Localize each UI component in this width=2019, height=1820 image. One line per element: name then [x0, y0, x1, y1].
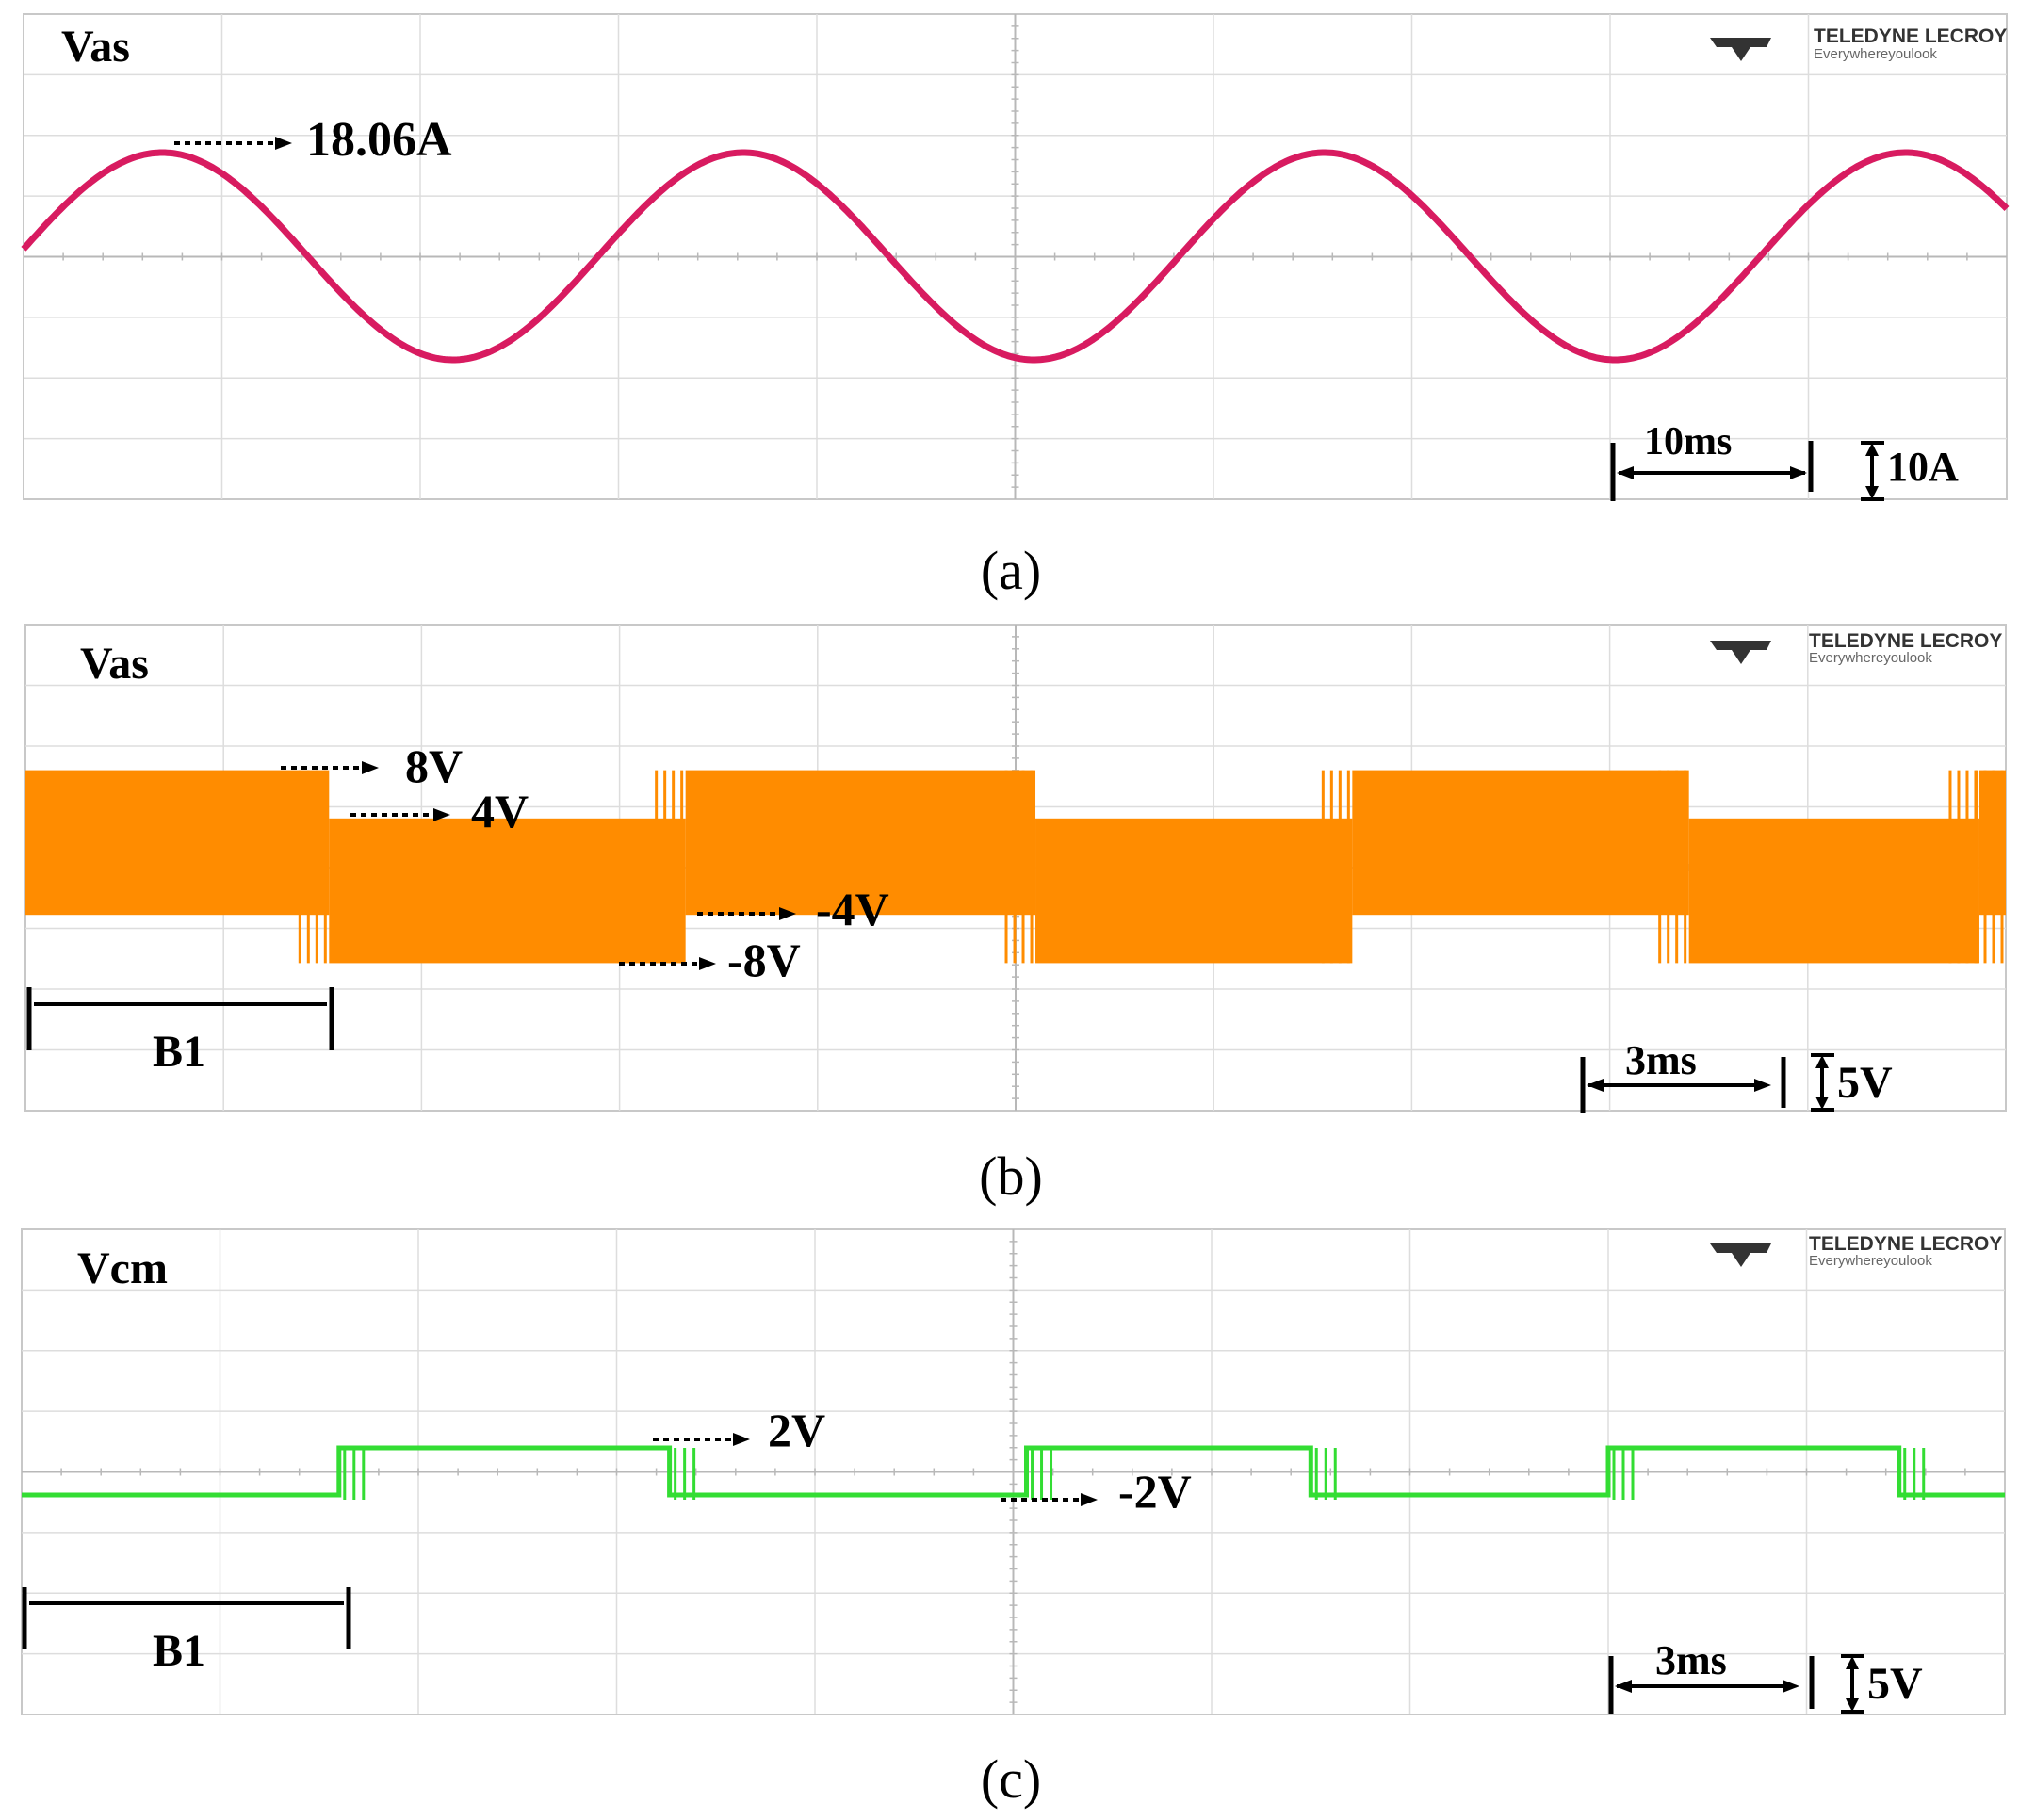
- b1-label-c: B1: [153, 1626, 205, 1676]
- caption-a: (a): [981, 540, 1041, 601]
- arrow-right-icon: [1754, 1079, 1771, 1092]
- level-label-minus2v: -2V: [1118, 1465, 1192, 1518]
- scale-bar-b: 3ms 5V: [1580, 1037, 1893, 1113]
- brand-name-c: TELEDYNE LECROY: [1809, 1233, 2002, 1255]
- arrow-right-icon: [362, 761, 379, 774]
- arrow-right-icon: [1081, 1493, 1098, 1506]
- arrow-down-icon: [1846, 1698, 1859, 1712]
- pwm-segment: [685, 770, 1036, 916]
- brand-logo-c: TELEDYNE LECROY Everywhereyoulook: [1710, 1233, 2002, 1269]
- caption-b: (b): [979, 1146, 1043, 1207]
- level-label-8v: 8V: [405, 739, 463, 792]
- scale-bar-a: 10ms 10A: [1610, 420, 1959, 501]
- peak-arrow-head-icon: [275, 137, 292, 150]
- pwm-segment: [1688, 818, 1979, 964]
- trace-title-b: Vas: [80, 639, 149, 689]
- brand-tagline-b: Everywhereyoulook: [1809, 650, 1932, 666]
- grid-c: [22, 1229, 2005, 1714]
- arrow-right-icon: [699, 957, 716, 970]
- arrow-up-icon: [1846, 1656, 1859, 1669]
- pwm-segment: [25, 770, 330, 916]
- caption-c: (c): [981, 1748, 1041, 1810]
- brand-logo-a: TELEDYNE LECROY Everywhereyoulook: [1710, 25, 2007, 62]
- trace-b: [25, 770, 2006, 964]
- brand-tagline-c: Everywhereyoulook: [1809, 1253, 1932, 1269]
- amplitude-scale-label-c: 5V: [1867, 1659, 1923, 1709]
- brand-name-b: TELEDYNE LECROY: [1809, 630, 2002, 652]
- time-scale-label-b: 3ms: [1625, 1037, 1697, 1083]
- level-annotations-b: 8V 4V -4V -8V: [281, 739, 889, 986]
- b1-bracket-b: B1: [26, 987, 334, 1077]
- trace-title-a: Vas: [61, 22, 130, 72]
- brand-tagline-a: Everywhereyoulook: [1814, 46, 1937, 62]
- time-scale-label-a: 10ms: [1644, 420, 1732, 463]
- peak-label: 18.06A: [306, 113, 452, 167]
- peak-annotation-a: 18.06A: [174, 113, 452, 167]
- amplitude-scale-label-a: 10A: [1887, 444, 1959, 490]
- arrow-right-icon: [1783, 1680, 1799, 1693]
- arrow-left-icon: [1617, 466, 1634, 479]
- level-label-minus8v: -8V: [727, 934, 801, 986]
- trace-c: [22, 1445, 2005, 1500]
- pwm-segment: [329, 818, 686, 964]
- grid-a: [24, 14, 2007, 499]
- arrow-right-icon: [433, 808, 450, 821]
- b1-label-b: B1: [153, 1027, 205, 1077]
- arrow-right-icon: [733, 1433, 750, 1446]
- arrow-left-icon: [1615, 1680, 1632, 1693]
- panel-a: Vas TELEDYNE LECROY Everywhereyoulook 18…: [21, 13, 2010, 601]
- arrow-up-icon: [1815, 1055, 1829, 1068]
- panel-b: Vas TELEDYNE LECROY Everywhereyoulook 8V…: [24, 624, 2007, 1207]
- b1-bracket-c: B1: [22, 1587, 351, 1676]
- arrow-left-icon: [1587, 1079, 1604, 1092]
- lecroy-logo-icon: [1710, 38, 1771, 61]
- level-label-4v: 4V: [471, 785, 529, 837]
- trace-a: [21, 149, 2010, 364]
- lecroy-logo-icon: [1710, 641, 1771, 664]
- arrow-down-icon: [1865, 486, 1879, 499]
- level-annotations-c: 2V -2V: [653, 1404, 1192, 1518]
- arrow-right-icon: [1790, 466, 1807, 479]
- pwm-segment: [1035, 818, 1353, 964]
- arrow-down-icon: [1815, 1097, 1829, 1110]
- common-mode-waveform: [22, 1445, 2005, 1498]
- lecroy-logo-icon: [1710, 1243, 1771, 1267]
- level-label-2v: 2V: [768, 1404, 825, 1456]
- phase-current-waveform: [21, 149, 2010, 364]
- brand-logo-b: TELEDYNE LECROY Everywhereyoulook: [1710, 630, 2002, 666]
- time-scale-label-c: 3ms: [1655, 1637, 1727, 1683]
- brand-name-a: TELEDYNE LECROY: [1814, 25, 2007, 47]
- pwm-segment: [1352, 770, 1689, 916]
- trace-title-c: Vcm: [77, 1243, 168, 1293]
- level-label-minus4v: -4V: [816, 883, 889, 935]
- amplitude-scale-label-b: 5V: [1837, 1058, 1893, 1108]
- arrow-right-icon: [779, 907, 796, 920]
- arrow-up-icon: [1865, 443, 1879, 456]
- panel-c: Vcm TELEDYNE LECROY Everywhereyoulook 2V…: [21, 1228, 2006, 1810]
- scale-bar-c: 3ms 5V: [1608, 1637, 1923, 1714]
